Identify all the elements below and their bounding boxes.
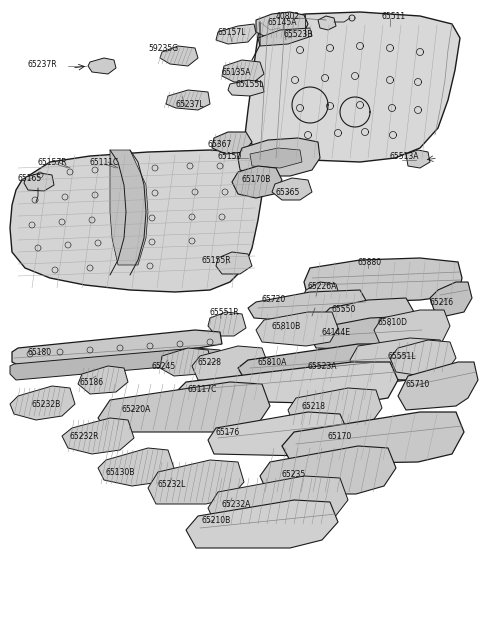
Polygon shape bbox=[24, 173, 54, 191]
Text: 65135A: 65135A bbox=[222, 68, 252, 77]
Polygon shape bbox=[216, 24, 256, 44]
Text: 65232B: 65232B bbox=[32, 400, 61, 409]
Polygon shape bbox=[12, 330, 222, 366]
Text: 64144E: 64144E bbox=[322, 328, 351, 337]
Text: 65810D: 65810D bbox=[378, 318, 408, 327]
Polygon shape bbox=[10, 150, 264, 292]
Polygon shape bbox=[398, 362, 478, 410]
Text: 65228: 65228 bbox=[198, 358, 222, 367]
Text: 65170: 65170 bbox=[328, 432, 352, 441]
Text: 65155R: 65155R bbox=[202, 256, 232, 265]
Polygon shape bbox=[256, 12, 308, 40]
Polygon shape bbox=[304, 258, 462, 302]
Text: 65232L: 65232L bbox=[158, 480, 186, 489]
Text: 65130B: 65130B bbox=[105, 468, 134, 477]
Polygon shape bbox=[302, 282, 340, 308]
Text: 65367: 65367 bbox=[207, 140, 231, 149]
Text: 65551R: 65551R bbox=[210, 308, 240, 317]
Text: 65176: 65176 bbox=[215, 428, 239, 437]
Text: 65155L: 65155L bbox=[235, 80, 264, 89]
Text: 65216: 65216 bbox=[430, 298, 454, 307]
Polygon shape bbox=[310, 316, 424, 350]
Text: 65180: 65180 bbox=[28, 348, 52, 357]
Text: 65550: 65550 bbox=[332, 305, 356, 314]
Polygon shape bbox=[282, 412, 464, 464]
Text: 40802: 40802 bbox=[276, 12, 300, 21]
Text: 65170B: 65170B bbox=[242, 175, 271, 184]
Text: 65210B: 65210B bbox=[202, 516, 231, 525]
Text: 65523B: 65523B bbox=[283, 30, 312, 39]
Polygon shape bbox=[430, 282, 472, 316]
Text: 65157L: 65157L bbox=[218, 28, 247, 37]
Polygon shape bbox=[160, 348, 212, 376]
Polygon shape bbox=[178, 362, 398, 404]
Polygon shape bbox=[260, 446, 396, 494]
Polygon shape bbox=[148, 460, 244, 504]
Polygon shape bbox=[374, 310, 450, 346]
Text: 65720: 65720 bbox=[262, 295, 286, 304]
Polygon shape bbox=[110, 150, 148, 265]
Text: 65513A: 65513A bbox=[390, 152, 420, 161]
Text: 65186: 65186 bbox=[80, 378, 104, 387]
Text: 65237R: 65237R bbox=[28, 60, 58, 69]
Text: 65111C: 65111C bbox=[90, 158, 119, 167]
Polygon shape bbox=[256, 312, 338, 346]
Polygon shape bbox=[10, 348, 222, 380]
Text: 65880: 65880 bbox=[358, 258, 382, 267]
Polygon shape bbox=[258, 28, 312, 46]
Polygon shape bbox=[78, 366, 128, 394]
Polygon shape bbox=[245, 12, 460, 162]
Polygon shape bbox=[288, 388, 382, 428]
Polygon shape bbox=[390, 340, 456, 376]
Polygon shape bbox=[160, 46, 198, 66]
Text: 65218: 65218 bbox=[302, 402, 326, 411]
Polygon shape bbox=[238, 138, 320, 176]
Polygon shape bbox=[272, 178, 312, 200]
Polygon shape bbox=[232, 166, 282, 198]
Text: 65551L: 65551L bbox=[388, 352, 417, 361]
Polygon shape bbox=[322, 298, 414, 330]
Text: 65117C: 65117C bbox=[188, 385, 217, 394]
Polygon shape bbox=[350, 338, 448, 380]
Text: 65810B: 65810B bbox=[272, 322, 301, 331]
Polygon shape bbox=[212, 132, 252, 154]
Text: 65235: 65235 bbox=[282, 470, 306, 479]
Polygon shape bbox=[166, 90, 210, 110]
Text: 65157R: 65157R bbox=[38, 158, 68, 167]
Text: 59235G: 59235G bbox=[148, 44, 178, 53]
Polygon shape bbox=[192, 346, 268, 382]
Polygon shape bbox=[318, 16, 336, 30]
Polygon shape bbox=[208, 412, 348, 456]
Polygon shape bbox=[248, 290, 368, 322]
Polygon shape bbox=[62, 418, 134, 454]
Polygon shape bbox=[208, 312, 246, 336]
Text: 65810A: 65810A bbox=[258, 358, 288, 367]
Text: 65245: 65245 bbox=[152, 362, 176, 371]
Polygon shape bbox=[238, 344, 418, 386]
Text: 65232R: 65232R bbox=[70, 432, 99, 441]
Text: 65150: 65150 bbox=[218, 152, 242, 161]
Text: 65523A: 65523A bbox=[308, 362, 337, 371]
Polygon shape bbox=[216, 252, 252, 274]
Text: 65511: 65511 bbox=[382, 12, 406, 21]
Polygon shape bbox=[222, 60, 264, 82]
Polygon shape bbox=[10, 386, 75, 420]
Polygon shape bbox=[186, 500, 338, 548]
Text: 65237L: 65237L bbox=[175, 100, 204, 109]
Polygon shape bbox=[228, 80, 264, 96]
Polygon shape bbox=[98, 448, 174, 486]
Text: 65220A: 65220A bbox=[122, 405, 151, 414]
Polygon shape bbox=[406, 150, 430, 168]
Text: 65165: 65165 bbox=[18, 174, 42, 183]
Text: 65232A: 65232A bbox=[222, 500, 252, 509]
Polygon shape bbox=[250, 148, 302, 168]
Text: 65710: 65710 bbox=[406, 380, 430, 389]
Text: 65365: 65365 bbox=[275, 188, 300, 197]
Text: 65145A: 65145A bbox=[268, 18, 298, 27]
Polygon shape bbox=[88, 58, 116, 74]
Polygon shape bbox=[98, 382, 270, 432]
Polygon shape bbox=[208, 476, 348, 526]
Text: 65226A: 65226A bbox=[308, 282, 337, 291]
